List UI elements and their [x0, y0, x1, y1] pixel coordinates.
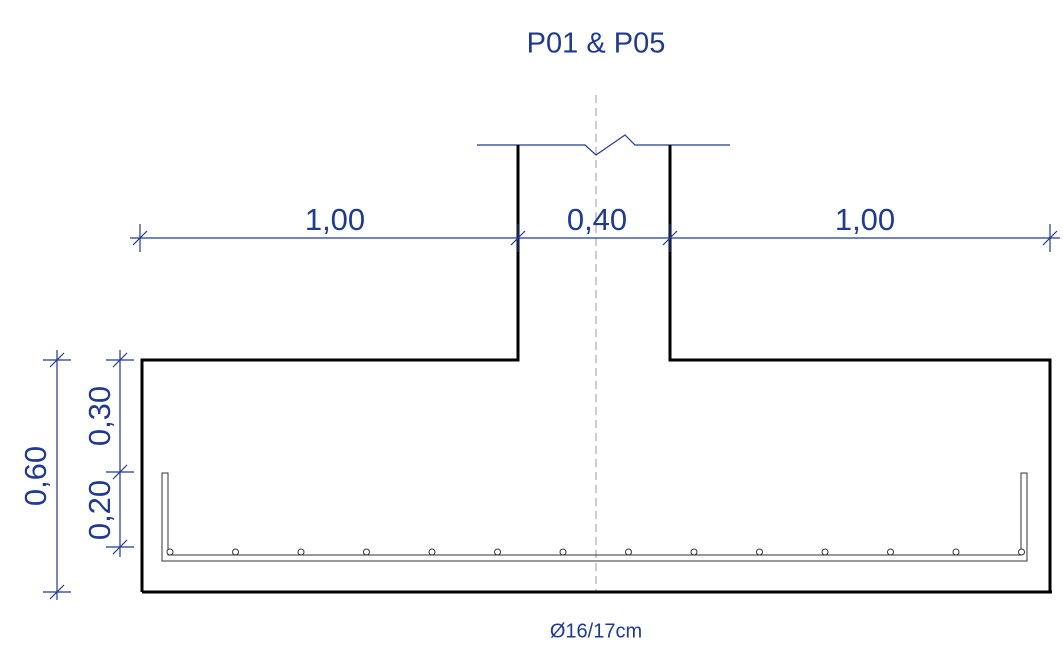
title: P01 & P05 [527, 28, 666, 60]
dim-label: 0,40 [567, 202, 627, 237]
rebar-dot [428, 548, 436, 556]
dim-ticks [43, 352, 71, 600]
dim-label: 0,20 [82, 480, 117, 540]
rebar-dot [1018, 548, 1025, 556]
rebar-dot [756, 548, 763, 556]
rebar-label: Ø16/17cm [550, 620, 642, 642]
rebar-dot [297, 548, 305, 556]
break-line [477, 134, 730, 156]
rebar-dot [625, 548, 632, 556]
outline-right [668, 145, 1052, 592]
rebar-dot [887, 548, 894, 556]
outline-left [140, 145, 520, 592]
rebar-dot [952, 548, 960, 556]
rebar-dots [166, 548, 1025, 556]
rebar-dot [232, 548, 239, 556]
dim-label: 1,00 [835, 202, 895, 237]
rebar-dot [559, 548, 567, 556]
dim-label: 0,30 [82, 386, 117, 446]
dim-ticks [106, 352, 134, 555]
rebar [161, 472, 1028, 562]
dim-ticks [132, 224, 1058, 252]
rebar-dot [690, 548, 698, 556]
rebar-dot [494, 548, 501, 556]
rebar-dot [166, 548, 174, 556]
rebar-dot [821, 548, 829, 556]
rebar-dot [363, 548, 370, 556]
dim-label: 1,00 [305, 202, 365, 237]
dim-label: 0,60 [18, 446, 53, 506]
